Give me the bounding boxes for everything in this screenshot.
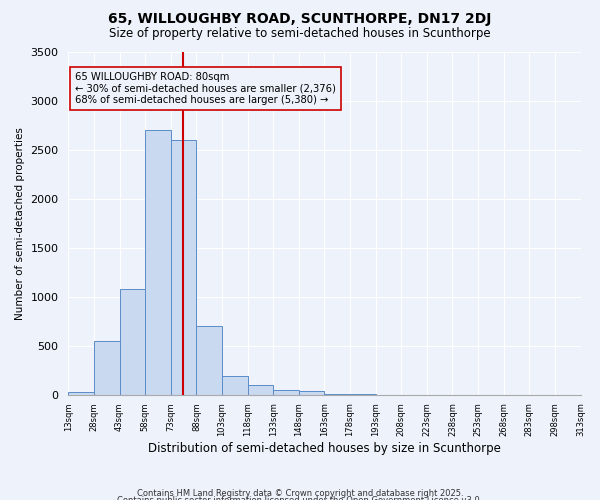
Bar [299,392,325,395]
Bar [325,394,350,395]
Bar [171,140,196,395]
Bar [145,130,171,395]
Bar [222,376,248,395]
Text: Contains public sector information licensed under the Open Government Licence v3: Contains public sector information licen… [118,496,482,500]
Text: Contains HM Land Registry data © Crown copyright and database right 2025.: Contains HM Land Registry data © Crown c… [137,489,463,498]
Bar [248,385,273,395]
Bar [196,326,222,395]
Text: 65, WILLOUGHBY ROAD, SCUNTHORPE, DN17 2DJ: 65, WILLOUGHBY ROAD, SCUNTHORPE, DN17 2D… [109,12,491,26]
Text: 65 WILLOUGHBY ROAD: 80sqm
← 30% of semi-detached houses are smaller (2,376)
68% : 65 WILLOUGHBY ROAD: 80sqm ← 30% of semi-… [75,72,336,106]
X-axis label: Distribution of semi-detached houses by size in Scunthorpe: Distribution of semi-detached houses by … [148,442,501,455]
Text: Size of property relative to semi-detached houses in Scunthorpe: Size of property relative to semi-detach… [109,28,491,40]
Bar [94,341,119,395]
Y-axis label: Number of semi-detached properties: Number of semi-detached properties [15,127,25,320]
Bar [119,289,145,395]
Bar [273,390,299,395]
Bar [68,392,94,395]
